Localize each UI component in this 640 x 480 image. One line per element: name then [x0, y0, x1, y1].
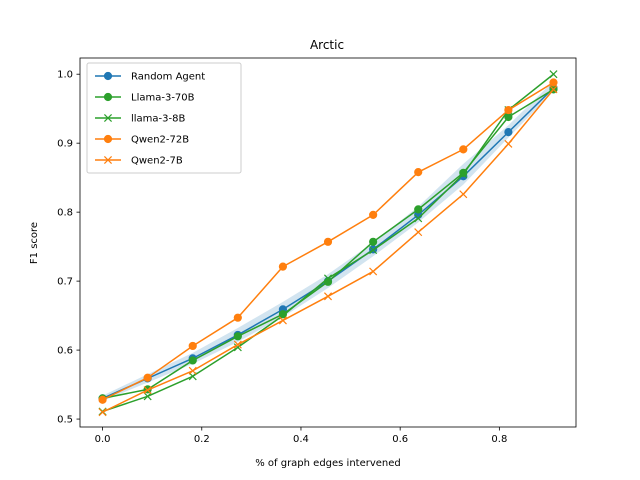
data-point-llama-3-70b [233, 332, 242, 341]
data-point-llama-3-8b [414, 214, 423, 223]
x-tick-label: 0.2 [194, 434, 210, 445]
x-tick-label: 0.0 [95, 434, 111, 445]
legend-marker [103, 71, 113, 81]
data-point-llama-3-8b [233, 343, 242, 352]
data-point-llama-3-8b [549, 70, 558, 79]
legend-marker [103, 155, 113, 165]
data-point-qwen2-7b [188, 366, 197, 375]
data-point-qwen2-7b [369, 267, 378, 276]
legend-item-llama-3-8b: llama-3-8B [95, 114, 185, 125]
data-point-qwen2-72b [143, 373, 152, 382]
legend-label: llama-3-8B [131, 114, 185, 125]
data-point-llama-3-70b [188, 356, 197, 365]
x-tick-label: 0.4 [293, 434, 309, 445]
y-tick-label: 0.6 [57, 346, 73, 357]
legend-marker [103, 92, 113, 102]
y-tick-label: 1.0 [57, 70, 73, 81]
legend-marker [103, 113, 113, 123]
data-point-qwen2-7b [459, 190, 468, 199]
data-point-qwen2-7b [98, 408, 107, 417]
data-point-qwen2-72b [188, 341, 197, 351]
legend-box [86, 62, 242, 174]
data-point-llama-3-8b [143, 392, 152, 401]
data-point-qwen2-72b [278, 262, 288, 271]
x-axis-ticks: 0.0 0.2 0.4 0.6 0.8 [95, 427, 507, 445]
data-point-qwen2-72b [98, 395, 107, 404]
legend-label: Qwen2-72B [131, 135, 189, 146]
data-point-llama-3-8b [369, 246, 378, 255]
data-point-qwen2-7b [504, 139, 513, 148]
series-layer [98, 70, 558, 417]
y-tick-label: 0.9 [57, 139, 73, 150]
x-tick-label: 0.6 [392, 434, 408, 445]
y-tick-label: 0.8 [57, 208, 73, 219]
legend-item-qwen2-72b: Qwen2-72B [95, 135, 189, 146]
x-tick-label: 0.8 [491, 434, 507, 445]
data-point-qwen2-7b [414, 228, 423, 237]
y-axis-label: F1 score [29, 222, 40, 264]
data-point-qwen2-72b [369, 210, 378, 220]
legend-label: Random Agent [131, 72, 205, 83]
legend-label: Llama-3-70B [131, 93, 195, 104]
data-point-qwen2-72b [459, 145, 468, 154]
chart-title: Arctic [310, 38, 344, 52]
data-point-qwen2-7b [233, 340, 242, 349]
data-point-llama-3-70b [414, 205, 423, 214]
data-point-qwen2-7b [143, 386, 152, 395]
y-tick-label: 0.5 [57, 415, 73, 426]
legend-item-llama-3-70b: Llama-3-70B [95, 93, 195, 104]
data-point-qwen2-72b [549, 78, 558, 87]
legend-label: Qwen2-7B [131, 156, 183, 167]
data-point-llama-3-70b [369, 237, 378, 246]
plot-frame [79, 57, 577, 428]
data-point-llama-3-8b [323, 274, 333, 283]
data-point-random-agent [504, 128, 513, 137]
y-axis-ticks: 0.5 0.6 0.7 0.8 0.9 1.0 [57, 70, 80, 426]
data-point-qwen2-72b [504, 105, 513, 115]
x-axis-label: % of graph edges intervened [255, 458, 401, 469]
data-point-llama-3-8b [459, 170, 468, 179]
legend-marker [103, 134, 113, 144]
data-point-qwen2-72b [323, 237, 333, 246]
data-point-qwen2-7b [549, 85, 558, 94]
data-point-qwen2-7b [323, 292, 333, 301]
y-tick-label: 0.7 [57, 277, 73, 288]
data-point-qwen2-7b [278, 316, 287, 325]
legend: Random Agent Llama-3-70B llama-3-8B Qwen2-7… [86, 62, 242, 174]
data-point-qwen2-72b [233, 313, 242, 322]
legend-item-qwen2-7b: Qwen2-7B [95, 156, 183, 167]
series-qwen2-7b [98, 85, 558, 417]
series-qwen2-72b [98, 78, 558, 404]
data-point-qwen2-72b [414, 168, 423, 177]
legend-item-random-agent: Random Agent [95, 72, 205, 83]
